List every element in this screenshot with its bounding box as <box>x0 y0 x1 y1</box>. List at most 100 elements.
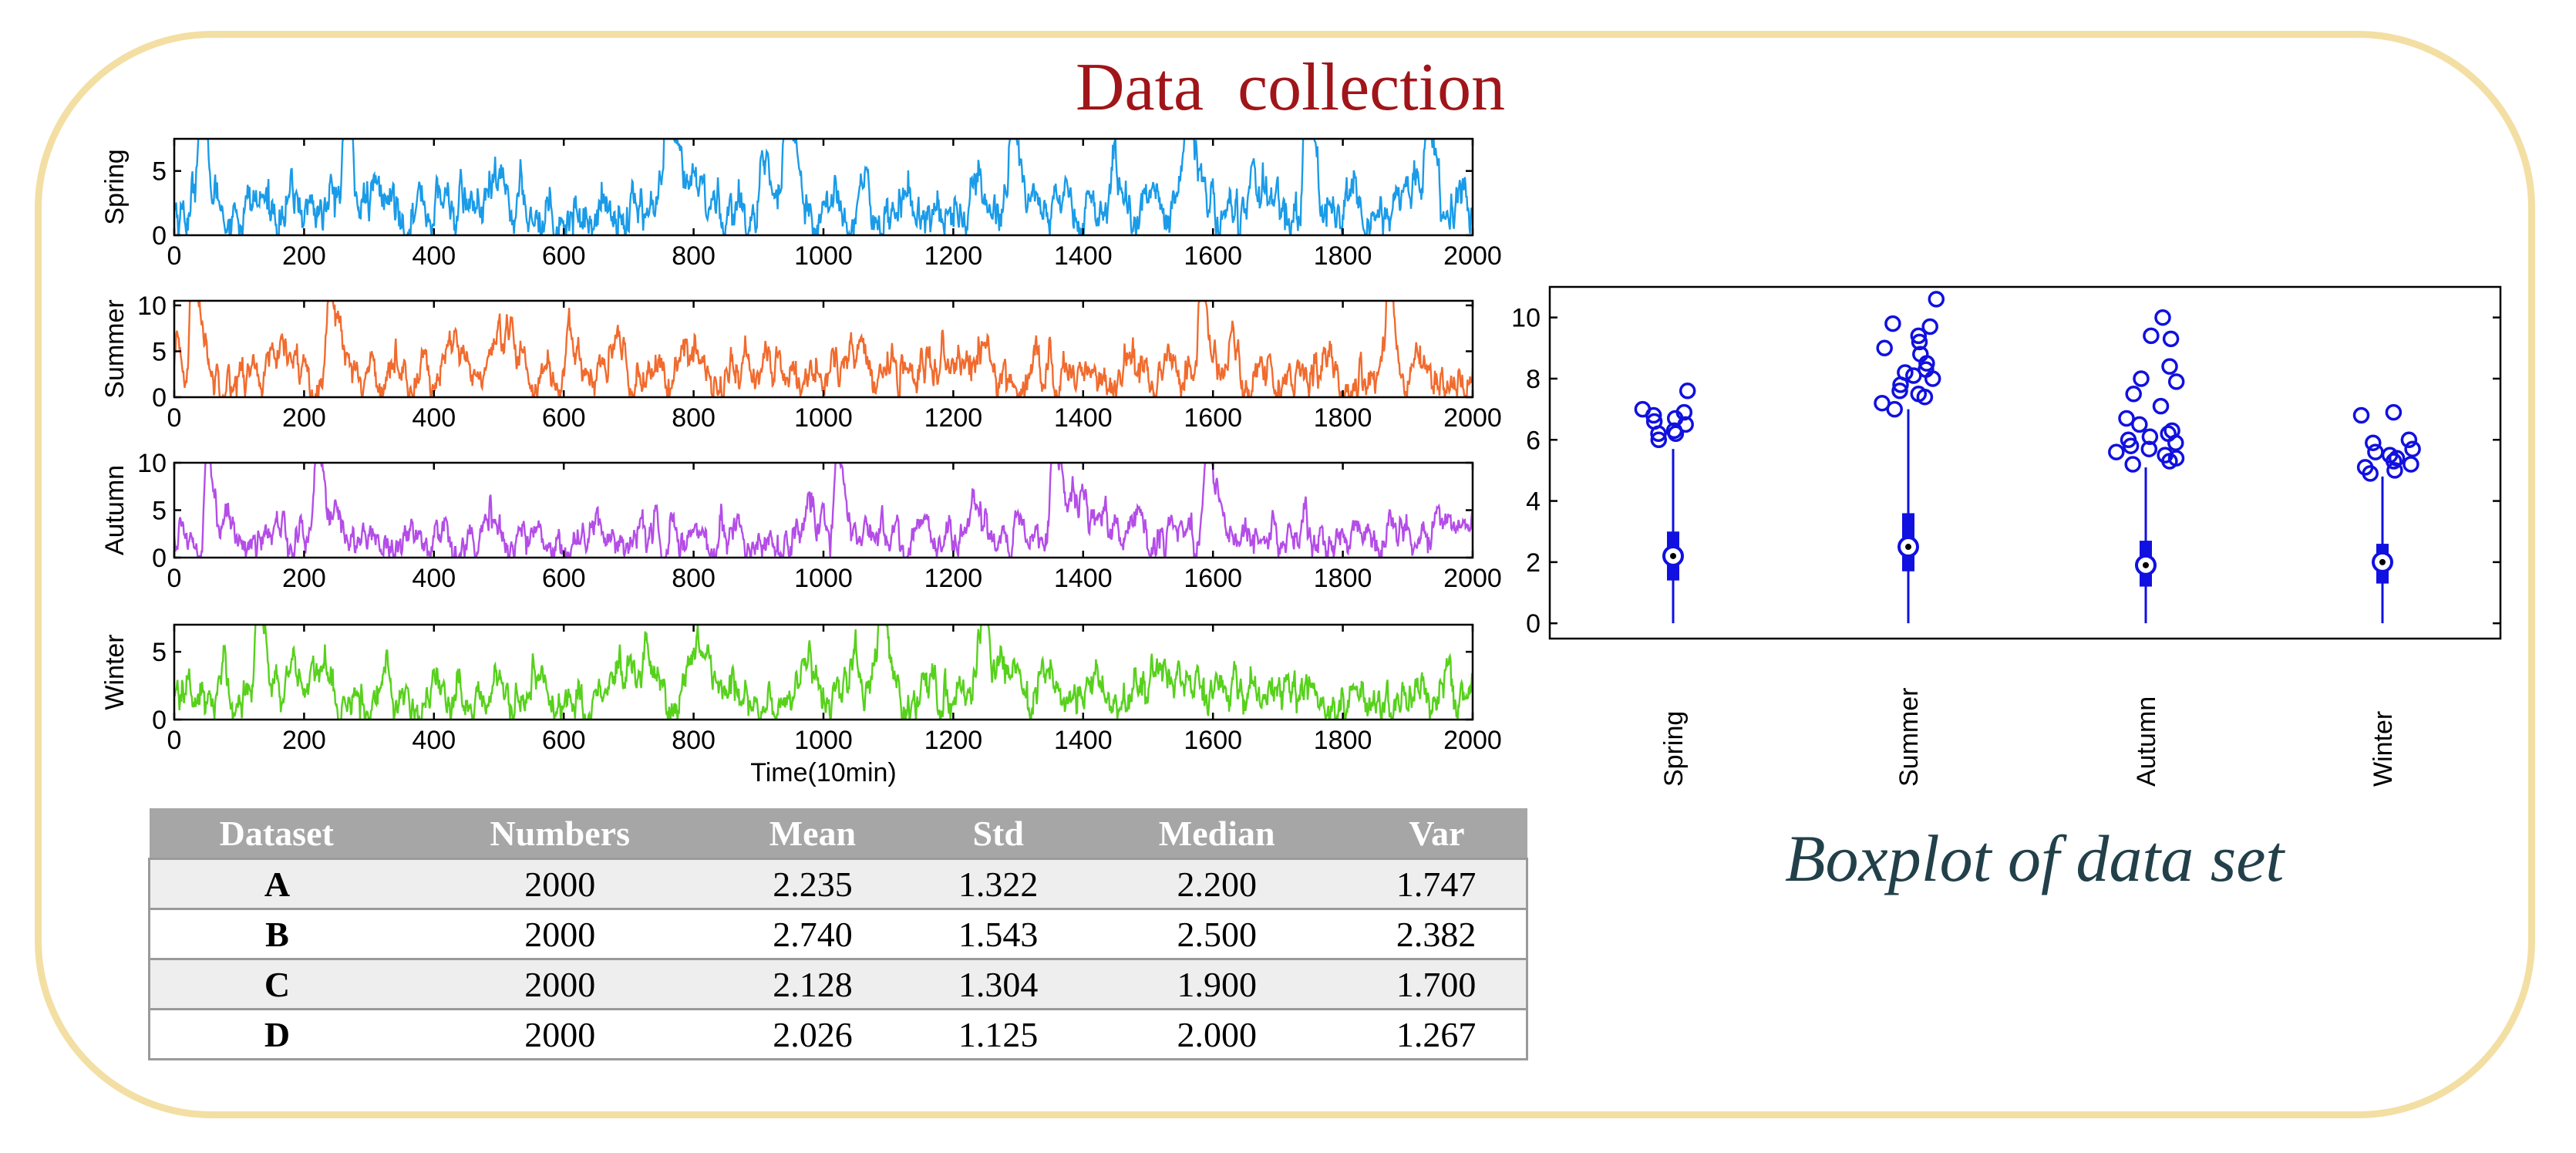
x-tick-label: 1000 <box>794 241 853 271</box>
boxplot-caption: Boxplot of data set <box>1785 821 2285 895</box>
x-tick-label: 1600 <box>1184 726 1242 755</box>
x-tick-label: 1600 <box>1184 564 1242 593</box>
x-tick-label: 1800 <box>1314 403 1372 433</box>
x-tick-label: 2000 <box>1443 726 1502 755</box>
cell-std: 1.304 <box>909 958 1088 1010</box>
x-tick-label: 600 <box>542 403 586 433</box>
statistics-table: Dataset Numbers Mean Std Median Var A 20… <box>147 808 1529 1060</box>
header-mean: Mean <box>716 808 910 859</box>
outlier-point <box>2133 370 2150 387</box>
outlier-point <box>1650 431 1668 449</box>
cell-dataset: D <box>147 1008 404 1060</box>
x-tick-label: 0 <box>167 726 182 755</box>
cell-mean: 2.128 <box>716 958 910 1010</box>
x-tick-label: 1400 <box>1054 564 1113 593</box>
outlier-point <box>2118 410 2135 427</box>
outlier-point <box>2131 416 2148 433</box>
outlier-point <box>2154 308 2171 326</box>
y-tick-label: 10 <box>1511 304 1541 333</box>
series-line-winter <box>174 625 1473 720</box>
cell-var: 1.700 <box>1346 958 1529 1010</box>
cell-std: 1.125 <box>909 1008 1088 1060</box>
cell-var: 1.747 <box>1346 858 1529 910</box>
outlier-point <box>2160 425 2177 443</box>
x-tick-label: 600 <box>542 564 586 593</box>
rounded-frame <box>35 31 2535 1118</box>
y-axis-label-autumn: Autumn <box>100 465 130 555</box>
cell-dataset: C <box>147 958 404 1010</box>
x-tick-label: 0 <box>167 564 182 593</box>
outlier-point <box>1910 327 1928 345</box>
outlier-point <box>2143 327 2160 345</box>
x-tick-label: 1800 <box>1314 726 1372 755</box>
header-dataset: Dataset <box>149 808 404 859</box>
cell-mean: 2.235 <box>716 858 910 910</box>
x-tick-label: 600 <box>542 726 586 755</box>
x-tick-label: 1800 <box>1314 564 1372 593</box>
outlier-point <box>1921 318 1938 335</box>
x-tick-label: 400 <box>412 241 456 271</box>
header-median: Median <box>1087 808 1347 859</box>
x-tick-label: 1800 <box>1314 241 1372 271</box>
median-dot <box>1670 552 1676 559</box>
y-tick-label: 10 <box>137 449 167 478</box>
table-row: C 2000 2.128 1.304 1.900 1.700 <box>147 958 1529 1010</box>
cell-std: 1.322 <box>909 858 1088 910</box>
outlier-point <box>2404 440 2421 457</box>
y-tick-label: 4 <box>1526 487 1541 517</box>
outlier-point <box>2400 431 2418 449</box>
cell-median: 2.000 <box>1087 1008 1347 1060</box>
boxplot-group: 0 2 4 6 8 10 Spring Summer Autumn Winter <box>1511 285 2502 787</box>
cell-numbers: 2000 <box>403 958 716 1010</box>
page-title: Data collection <box>1076 50 1506 125</box>
x-tick-label: 600 <box>542 241 586 271</box>
x-tick-label: 200 <box>282 241 326 271</box>
outlier-point <box>1911 333 1928 351</box>
x-tick-label: 2000 <box>1443 403 1502 433</box>
y-tick-label: 5 <box>152 157 167 187</box>
outlier-point <box>2167 373 2185 390</box>
median-dot <box>2379 558 2386 565</box>
box-autumn: Autumn <box>2108 308 2185 787</box>
y-axis-label-spring: Spring <box>100 149 130 224</box>
median-dot <box>1905 544 1911 551</box>
x-tick-label: 200 <box>282 403 326 433</box>
y-tick-label: 6 <box>1526 426 1541 455</box>
x-tick-label: 1600 <box>1184 403 1242 433</box>
outlier-point <box>2141 428 2159 446</box>
x-tick-label: 1000 <box>794 403 853 433</box>
outlier-point <box>1928 291 1945 308</box>
series-panel-autumn: 0 200 400 600 800 1000 1200 1400 1600 1800 2000 0 5 1… <box>100 449 1502 593</box>
outlier-point <box>1876 339 1893 357</box>
outlier-point <box>1675 403 1693 421</box>
cell-median: 2.500 <box>1087 908 1347 960</box>
cell-dataset: B <box>147 908 404 960</box>
x-tick-label: 1200 <box>924 564 983 593</box>
x-tick-label: 1200 <box>924 403 983 433</box>
x-tick-label: 200 <box>282 564 326 593</box>
x-tick-label: 1600 <box>1184 241 1242 271</box>
outlier-point <box>2124 456 2141 473</box>
outlier-point <box>2152 397 2170 415</box>
x-tick-label: 1000 <box>794 726 853 755</box>
series-line-spring <box>174 139 1473 235</box>
box-spring: Spring <box>1634 383 1696 787</box>
outlier-point <box>2161 358 2178 375</box>
cell-numbers: 2000 <box>403 908 716 960</box>
x-tick-label: 1200 <box>924 241 983 271</box>
outlier-point <box>2367 443 2384 460</box>
category-label: Spring <box>1659 711 1689 787</box>
median-dot <box>2143 561 2149 568</box>
category-label: Summer <box>1894 688 1924 787</box>
header-numbers: Numbers <box>403 808 716 859</box>
y-tick-label: 0 <box>152 706 167 735</box>
box-winter: Winter <box>2352 403 2421 787</box>
series-panel-spring: 0 200 400 600 800 1000 1200 1400 1600 1800 2000 0 5S… <box>100 137 1502 271</box>
cell-dataset: A <box>147 858 404 910</box>
y-tick-label: 5 <box>152 337 167 366</box>
header-var: Var <box>1346 808 1527 859</box>
outlier-point <box>2164 422 2180 440</box>
y-tick-label: 2 <box>1526 548 1541 578</box>
cell-std: 1.543 <box>909 908 1088 960</box>
outlier-point <box>1918 361 1935 378</box>
